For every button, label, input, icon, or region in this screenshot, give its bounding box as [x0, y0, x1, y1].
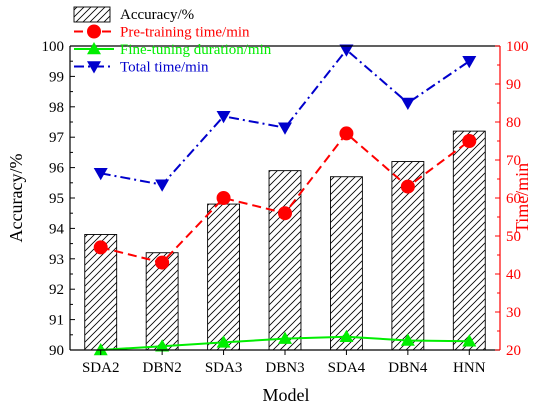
x-tick-label: DBN2 [143, 360, 182, 376]
time-lines [93, 44, 477, 356]
legend-marker-pretraining [87, 24, 101, 39]
y-axis-label-right: Time/min [512, 163, 532, 233]
y-tick-label-right: 40 [506, 267, 521, 283]
legend: Accuracy/% Pre-training time/minFine-tuni… [73, 6, 272, 76]
x-tick-label: SDA3 [205, 360, 243, 376]
total-marker [155, 179, 170, 192]
legend-label: Fine-tuning duration/min [120, 42, 272, 58]
y-tick-label-right: 70 [506, 153, 521, 169]
pretraining-marker [93, 240, 108, 255]
y-tick-label-right: 80 [506, 115, 521, 131]
x-tick-label: DBN3 [265, 360, 304, 376]
accuracy-bar [330, 176, 363, 351]
x-axis-label: Model [263, 385, 310, 405]
total-marker [93, 168, 108, 181]
y-tick-label-left: 95 [49, 191, 64, 207]
legend-marker-total [87, 61, 101, 74]
y-tick-label-left: 97 [49, 130, 65, 146]
y-tick-label-left: 92 [49, 282, 64, 298]
y-tick-label-right: 90 [506, 77, 521, 93]
legend-label: Accuracy/% [120, 7, 194, 23]
pretraining-marker [155, 255, 170, 270]
y-tick-label-left: 94 [49, 221, 65, 237]
y-tick-label-left: 96 [49, 161, 65, 177]
y-tick-label-right: 50 [506, 229, 521, 245]
finetuning-marker [216, 335, 231, 348]
finetuning-marker [462, 334, 477, 347]
accuracy-bar [207, 203, 240, 351]
x-tick-label: DBN4 [388, 360, 428, 376]
y-tick-label-right: 100 [506, 39, 529, 55]
x-tick-label: SDA2 [82, 360, 120, 376]
accuracy-bars [84, 130, 486, 351]
finetuning-marker [93, 343, 108, 356]
y-tick-label-right: 30 [506, 305, 521, 321]
finetuning-marker [400, 333, 415, 346]
legend-label: Pre-training time/min [120, 25, 250, 41]
y-tick-label-right: 20 [506, 343, 521, 359]
axes: 90 91 92 93 94 95 96 97 98 99 100 20 30 40 50 60 70 80 90 1… [42, 39, 529, 376]
y-tick-label-left: 100 [42, 39, 65, 55]
total-marker [216, 111, 231, 124]
accuracy-bar [452, 130, 486, 351]
legend-label: Total time/min [120, 60, 209, 76]
y-tick-label-left: 98 [49, 100, 64, 116]
y-axis-label-left: Accuracy/% [6, 154, 26, 243]
total-marker [339, 44, 354, 57]
finetuning-marker [155, 339, 170, 352]
x-tick-label: HNN [453, 360, 486, 376]
pretraining-marker [400, 179, 415, 194]
total-marker [278, 122, 292, 135]
finetuning-marker [339, 329, 354, 342]
total-marker [462, 55, 477, 69]
total-marker [400, 97, 415, 110]
pretraining-marker [216, 191, 231, 205]
y-tick-label-left: 90 [49, 343, 64, 359]
legend-swatch-accuracy [73, 6, 111, 23]
pretraining-marker [278, 206, 292, 221]
y-tick-label-left: 93 [49, 252, 64, 268]
legend-marker-finetuning [87, 42, 101, 55]
pretraining-marker [462, 134, 477, 148]
y-tick-label-left: 99 [49, 69, 64, 85]
finetuning-marker [278, 331, 292, 344]
y-tick-label-left: 91 [49, 313, 64, 329]
x-tick-label: SDA4 [328, 360, 366, 376]
pretraining-marker [339, 126, 354, 141]
accuracy-bar [268, 170, 302, 351]
y-tick-label-right: 60 [506, 191, 521, 207]
